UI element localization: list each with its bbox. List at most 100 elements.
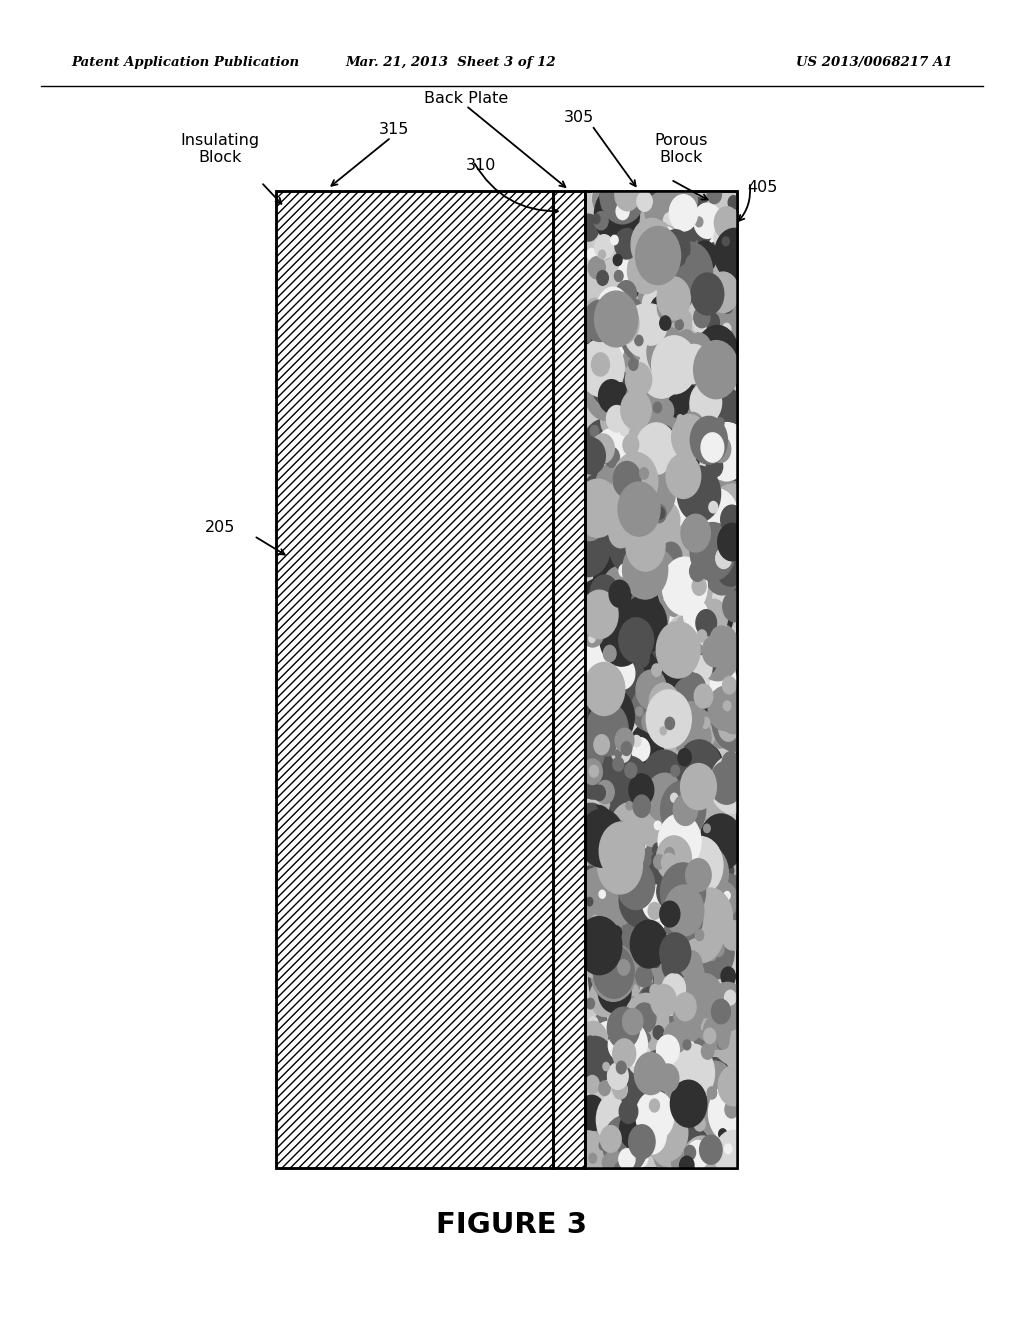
Circle shape (587, 550, 599, 565)
Circle shape (599, 1081, 610, 1096)
Circle shape (603, 884, 633, 923)
Circle shape (594, 473, 605, 486)
Circle shape (611, 807, 656, 865)
Circle shape (632, 374, 646, 391)
Circle shape (613, 255, 622, 265)
Circle shape (709, 686, 742, 730)
Circle shape (639, 352, 662, 383)
Circle shape (603, 795, 648, 853)
Circle shape (709, 257, 733, 289)
Circle shape (680, 1098, 688, 1109)
Circle shape (586, 451, 616, 491)
Circle shape (626, 370, 671, 428)
Circle shape (688, 1014, 715, 1048)
Circle shape (614, 228, 638, 259)
Circle shape (709, 882, 737, 919)
Circle shape (668, 638, 690, 667)
Circle shape (702, 470, 711, 480)
Circle shape (649, 371, 663, 389)
Circle shape (649, 1081, 671, 1109)
Circle shape (682, 974, 689, 983)
Circle shape (713, 425, 731, 449)
Circle shape (712, 693, 757, 751)
Circle shape (662, 459, 689, 496)
Circle shape (638, 986, 663, 1018)
Circle shape (698, 1057, 730, 1098)
Circle shape (612, 1039, 636, 1068)
Circle shape (609, 581, 630, 607)
Circle shape (577, 916, 622, 974)
Circle shape (580, 809, 625, 867)
Circle shape (632, 900, 667, 945)
Circle shape (718, 1040, 725, 1049)
Circle shape (604, 294, 629, 326)
Circle shape (584, 870, 604, 896)
Circle shape (617, 770, 637, 795)
Circle shape (669, 392, 688, 418)
Circle shape (636, 422, 677, 477)
Circle shape (723, 979, 734, 994)
Circle shape (702, 1097, 736, 1142)
Circle shape (685, 775, 707, 803)
Circle shape (609, 1114, 626, 1134)
Circle shape (633, 795, 650, 817)
Circle shape (643, 335, 671, 370)
Circle shape (634, 840, 644, 853)
Circle shape (685, 846, 728, 902)
Circle shape (641, 900, 658, 923)
Circle shape (699, 599, 727, 636)
Circle shape (627, 807, 637, 820)
Circle shape (665, 925, 671, 933)
Circle shape (618, 861, 664, 919)
Circle shape (647, 536, 659, 552)
Circle shape (584, 1067, 603, 1092)
Circle shape (684, 1146, 695, 1160)
Circle shape (640, 1073, 652, 1089)
Circle shape (625, 763, 637, 777)
Circle shape (698, 1086, 737, 1137)
Circle shape (644, 523, 681, 570)
Circle shape (640, 1122, 660, 1150)
Circle shape (654, 950, 696, 1005)
Circle shape (593, 594, 613, 620)
Circle shape (639, 813, 666, 846)
Circle shape (588, 1047, 595, 1056)
Circle shape (722, 920, 744, 950)
Circle shape (664, 213, 677, 230)
Circle shape (680, 754, 695, 775)
Circle shape (634, 813, 658, 843)
Circle shape (637, 1117, 667, 1154)
Circle shape (628, 248, 664, 293)
Circle shape (585, 805, 612, 841)
Circle shape (611, 483, 650, 533)
Circle shape (687, 888, 732, 946)
Circle shape (606, 767, 613, 777)
Circle shape (594, 186, 639, 244)
Circle shape (603, 956, 611, 965)
Circle shape (650, 985, 659, 997)
Circle shape (620, 438, 665, 496)
Circle shape (590, 965, 622, 1006)
Circle shape (676, 615, 694, 640)
Circle shape (696, 454, 721, 486)
Circle shape (653, 1026, 664, 1039)
Circle shape (569, 1131, 607, 1180)
Circle shape (643, 618, 651, 628)
Circle shape (612, 1040, 634, 1069)
Circle shape (691, 1105, 703, 1119)
Circle shape (639, 1057, 649, 1071)
Bar (553, 191, 586, 1168)
Circle shape (693, 203, 721, 239)
Circle shape (676, 1113, 686, 1125)
Circle shape (605, 1038, 618, 1053)
Circle shape (651, 425, 677, 458)
Circle shape (603, 312, 633, 351)
Circle shape (693, 351, 701, 362)
Circle shape (600, 609, 644, 667)
Circle shape (671, 766, 680, 776)
Circle shape (677, 466, 721, 521)
Circle shape (643, 197, 650, 207)
Circle shape (714, 648, 720, 657)
Circle shape (667, 450, 680, 466)
Circle shape (678, 995, 723, 1053)
